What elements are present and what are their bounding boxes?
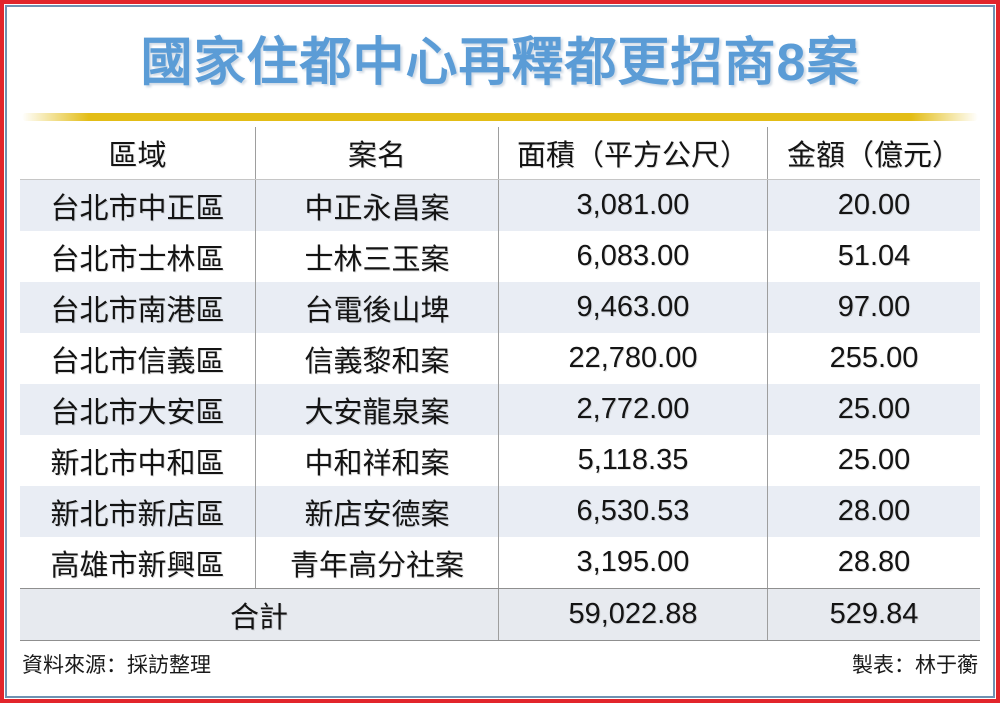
- cell-region: 高雄市新興區: [20, 537, 256, 588]
- cell-amount: 97.00: [837, 291, 911, 323]
- cell-amount: 51.04: [837, 240, 911, 272]
- cell-project: 中正永昌案: [256, 180, 499, 231]
- header-cell-project: 案名: [256, 127, 499, 179]
- cell-project: 信義黎和案: [256, 333, 499, 384]
- cell-project: 大安龍泉案: [256, 384, 499, 435]
- table-row: 新北市中和區 中和祥和案 5,118.35 25.00: [20, 435, 980, 486]
- header-cell-amount: 金額（億元）: [786, 140, 961, 172]
- total-amount: 529.84: [829, 598, 919, 630]
- cell-region: 新北市中和區: [20, 435, 256, 486]
- cell-project: 台電後山埤: [256, 282, 499, 333]
- cell-region: 新北市新店區: [20, 486, 256, 537]
- cell-region: 台北市南港區: [20, 282, 256, 333]
- cell-region: 台北市士林區: [20, 231, 256, 282]
- cell-area: 22,780.00: [499, 333, 768, 384]
- total-area: 59,022.88: [499, 589, 768, 640]
- cell-area: 5,118.35: [499, 435, 768, 486]
- cell-region: 台北市中正區: [20, 180, 256, 231]
- footer: 資料來源：採訪整理 製表：林于蘅: [20, 649, 980, 679]
- cell-amount: 20.00: [837, 189, 911, 221]
- cell-project: 士林三玉案: [256, 231, 499, 282]
- cell-amount: 28.80: [837, 546, 911, 578]
- cell-project: 中和祥和案: [256, 435, 499, 486]
- cell-project: 新店安德案: [256, 486, 499, 537]
- source-note: 資料來源：採訪整理: [22, 654, 211, 677]
- title-underline: [22, 113, 978, 121]
- cell-project: 青年高分社案: [256, 537, 499, 588]
- cell-area: 9,463.00: [499, 282, 768, 333]
- header-cell-region: 區域: [20, 127, 256, 179]
- total-label: 合計: [20, 589, 499, 640]
- table-row: 台北市士林區 士林三玉案 6,083.00 51.04: [20, 231, 980, 282]
- table-row: 台北市大安區 大安龍泉案 2,772.00 25.00: [20, 384, 980, 435]
- cell-area: 6,530.53: [499, 486, 768, 537]
- cell-region: 台北市信義區: [20, 333, 256, 384]
- credit-note: 製表：林于蘅: [852, 654, 978, 677]
- table-row: 台北市信義區 信義黎和案 22,780.00 255.00: [20, 333, 980, 384]
- table-row: 台北市中正區 中正永昌案 3,081.00 20.00: [20, 180, 980, 231]
- table-row: 台北市南港區 台電後山埤 9,463.00 97.00: [20, 282, 980, 333]
- cell-region: 台北市大安區: [20, 384, 256, 435]
- header-cell-area: 面積（平方公尺）: [499, 127, 768, 179]
- page-title: 國家住都中心再釋都更招商8案: [140, 34, 860, 92]
- projects-table: 區域 案名 面積（平方公尺） 金額（億元） 台北市中正區 中正永昌案 3,081…: [20, 127, 980, 641]
- cell-amount: 25.00: [837, 444, 911, 476]
- cell-amount: 25.00: [837, 393, 911, 425]
- table-header-row: 區域 案名 面積（平方公尺） 金額（億元）: [20, 127, 980, 180]
- total-row: 合計 59,022.88 529.84: [20, 588, 980, 641]
- content-area: 國家住都中心再釋都更招商8案 區域 案名 面積（平方公尺） 金額（億元） 台北市…: [5, 5, 995, 698]
- cell-area: 3,195.00: [499, 537, 768, 588]
- cell-amount: 255.00: [829, 342, 919, 374]
- table-row: 新北市新店區 新店安德案 6,530.53 28.00: [20, 486, 980, 537]
- cell-amount: 28.00: [837, 495, 911, 527]
- cell-area: 2,772.00: [499, 384, 768, 435]
- cell-area: 3,081.00: [499, 180, 768, 231]
- cell-area: 6,083.00: [499, 231, 768, 282]
- table-row: 高雄市新興區 青年高分社案 3,195.00 28.80: [20, 537, 980, 588]
